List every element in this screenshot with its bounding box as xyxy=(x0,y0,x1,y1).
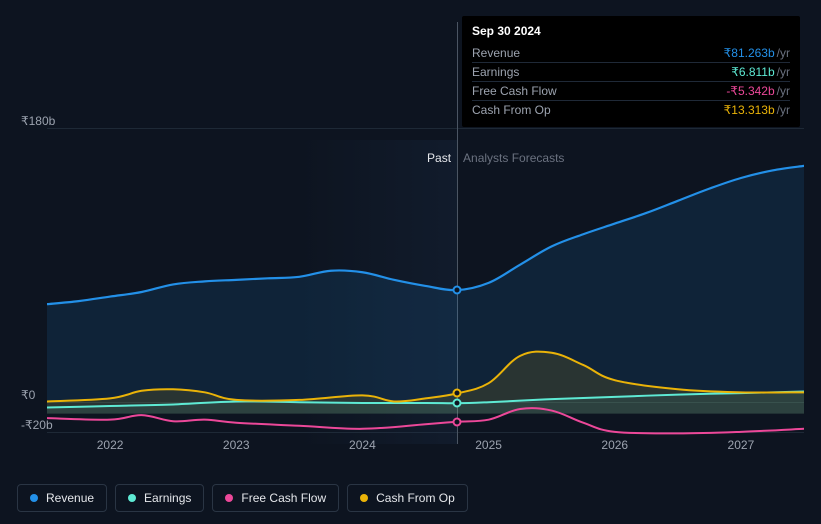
cfo-marker xyxy=(453,389,462,398)
tooltip-metric-value: -₹5.342b/yr xyxy=(726,84,790,98)
revenue-fill xyxy=(47,166,804,414)
gridline xyxy=(47,128,804,129)
plot-area[interactable] xyxy=(47,140,804,444)
chart-svg xyxy=(47,140,804,444)
legend-item-earnings[interactable]: Earnings xyxy=(115,484,204,512)
legend-dot-icon xyxy=(360,494,368,502)
legend-label: Cash From Op xyxy=(376,491,455,505)
y-axis-label: ₹0 xyxy=(21,388,35,402)
tooltip-metric-value: ₹6.811b/yr xyxy=(731,65,790,79)
tooltip-metric-value: ₹81.263b/yr xyxy=(724,46,790,60)
legend-dot-icon xyxy=(225,494,233,502)
legend-item-revenue[interactable]: Revenue xyxy=(17,484,107,512)
chart-tooltip: Sep 30 2024 Revenue ₹81.263b/yr Earnings… xyxy=(462,16,800,127)
tooltip-metric-label: Cash From Op xyxy=(472,103,551,117)
tooltip-row: Cash From Op ₹13.313b/yr xyxy=(472,100,790,119)
tooltip-metric-label: Revenue xyxy=(472,46,520,60)
earnings-marker xyxy=(453,399,462,408)
tooltip-date: Sep 30 2024 xyxy=(472,24,790,38)
legend-dot-icon xyxy=(128,494,136,502)
legend-dot-icon xyxy=(30,494,38,502)
tooltip-metric-label: Free Cash Flow xyxy=(472,84,557,98)
fcf-marker xyxy=(453,417,462,426)
chart-legend: Revenue Earnings Free Cash Flow Cash Fro… xyxy=(17,484,468,512)
legend-label: Free Cash Flow xyxy=(241,491,326,505)
legend-label: Revenue xyxy=(46,491,94,505)
legend-label: Earnings xyxy=(144,491,191,505)
y-axis-label: ₹180b xyxy=(21,114,55,128)
legend-item-cfo[interactable]: Cash From Op xyxy=(347,484,468,512)
revenue-marker xyxy=(453,286,462,295)
tooltip-row: Earnings ₹6.811b/yr xyxy=(472,62,790,81)
tooltip-row: Free Cash Flow -₹5.342b/yr xyxy=(472,81,790,100)
tooltip-metric-label: Earnings xyxy=(472,65,519,79)
tooltip-metric-value: ₹13.313b/yr xyxy=(724,103,790,117)
legend-item-fcf[interactable]: Free Cash Flow xyxy=(212,484,339,512)
financial-chart: Sep 30 2024 Revenue ₹81.263b/yr Earnings… xyxy=(17,12,804,512)
tooltip-row: Revenue ₹81.263b/yr xyxy=(472,44,790,62)
